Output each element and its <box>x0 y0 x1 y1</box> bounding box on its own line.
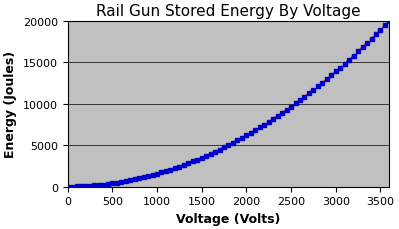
Title: Rail Gun Stored Energy By Voltage: Rail Gun Stored Energy By Voltage <box>96 4 361 19</box>
Y-axis label: Energy (Joules): Energy (Joules) <box>4 51 17 158</box>
X-axis label: Voltage (Volts): Voltage (Volts) <box>176 212 280 225</box>
